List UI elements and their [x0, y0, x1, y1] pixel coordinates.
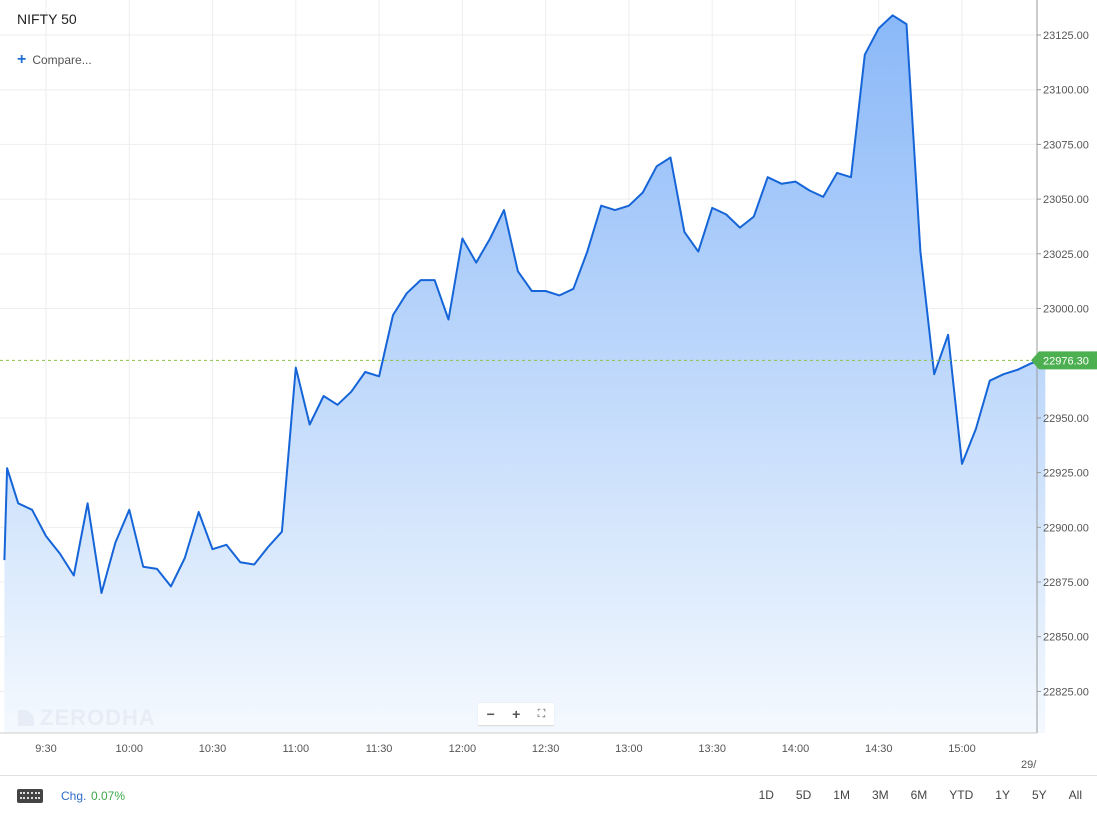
- y-tick-label: 23025.00: [1043, 249, 1089, 261]
- y-tick-label: 22875.00: [1043, 577, 1089, 589]
- x-tick-label: 12:00: [449, 743, 477, 755]
- range-1m[interactable]: 1M: [833, 788, 850, 802]
- x-tick-label: 15:00: [948, 743, 976, 755]
- x-tick-label: 14:30: [865, 743, 893, 755]
- range-1d[interactable]: 1D: [758, 788, 774, 802]
- range-5y[interactable]: 5Y: [1031, 788, 1047, 802]
- watermark-text: ZERODHA: [40, 705, 156, 730]
- y-tick-label: 23075.00: [1043, 139, 1089, 151]
- zoom-out-button[interactable]: −: [486, 706, 495, 722]
- x-tick-label: 11:00: [282, 743, 309, 755]
- area-path: [4, 15, 1046, 734]
- x-tick-label: 9:30: [35, 743, 56, 755]
- fullscreen-button[interactable]: ⛶: [537, 708, 546, 720]
- y-tick-label: 22900.00: [1043, 522, 1089, 534]
- chart-title: NIFTY 50: [17, 11, 77, 27]
- x-tick-label: 10:30: [199, 743, 227, 755]
- y-tick-label: 22825.00: [1043, 686, 1089, 698]
- x-tick-label: 12:30: [532, 743, 560, 755]
- range-1y[interactable]: 1Y: [995, 788, 1010, 802]
- current-price-marker: 22976.30: [0, 351, 1097, 370]
- y-tick-label: 23100.00: [1043, 85, 1089, 97]
- plus-icon: +: [17, 51, 27, 68]
- y-tick-label: 23000.00: [1043, 304, 1089, 316]
- current-price-tag: [1031, 351, 1097, 370]
- y-tick-label: 23125.00: [1043, 30, 1089, 42]
- x-axis-ticks: 9:30 10:00 10:30 11:00 11:30 12:00 12:30 13:00 1…: [35, 743, 1037, 771]
- series-line: [3, 14, 1046, 594]
- y-tick-label: 22925.00: [1043, 468, 1089, 480]
- x-date-label: 29/: [1021, 759, 1037, 771]
- range-3m[interactable]: 3M: [871, 788, 889, 802]
- x-tick-label: 11:30: [366, 743, 393, 755]
- change-value: 0.07%: [91, 789, 126, 803]
- x-tick-label: 13:00: [615, 743, 643, 755]
- y-tick-label: 22950.00: [1043, 413, 1089, 425]
- range-6m[interactable]: 6M: [910, 788, 928, 802]
- y-tick-label: 22850.00: [1043, 632, 1089, 644]
- zerodha-logo-icon: [18, 710, 34, 726]
- bottom-toolbar: Chg. 0.07% 1D 5D 1M 3M 6M YTD 1Y 5Y All: [0, 775, 1097, 816]
- x-tick-label: 14:00: [782, 743, 810, 755]
- range-ytd[interactable]: YTD: [949, 788, 974, 802]
- zerodha-watermark: ZERODHA: [18, 705, 156, 731]
- y-tick-label: 23050.00: [1043, 194, 1089, 206]
- price-chart: 23125.00 23100.00 23075.00 23050.00 23025.00…: [0, 0, 1097, 771]
- current-price-label: 22976.30: [1043, 355, 1089, 367]
- change-label: Chg.: [61, 789, 87, 803]
- x-tick-label: 10:00: [116, 743, 144, 755]
- range-all[interactable]: All: [1068, 788, 1082, 802]
- zoom-in-button[interactable]: +: [512, 706, 521, 722]
- y-axis-ticks: 23125.00 23100.00 23075.00 23050.00 23025.00…: [1037, 30, 1089, 698]
- zoom-controls: − + ⛶: [478, 703, 554, 726]
- x-tick-label: 13:30: [698, 743, 726, 755]
- area-fill: [4, 15, 1046, 734]
- range-5d[interactable]: 5D: [795, 788, 812, 802]
- keyboard-icon[interactable]: [17, 789, 43, 803]
- compare-button[interactable]: + Compare...: [17, 51, 92, 68]
- compare-label: Compare...: [32, 53, 92, 67]
- range-selector: 1D 5D 1M 3M 6M YTD 1Y 5Y All: [737, 788, 1082, 802]
- price-line: [3, 14, 1046, 594]
